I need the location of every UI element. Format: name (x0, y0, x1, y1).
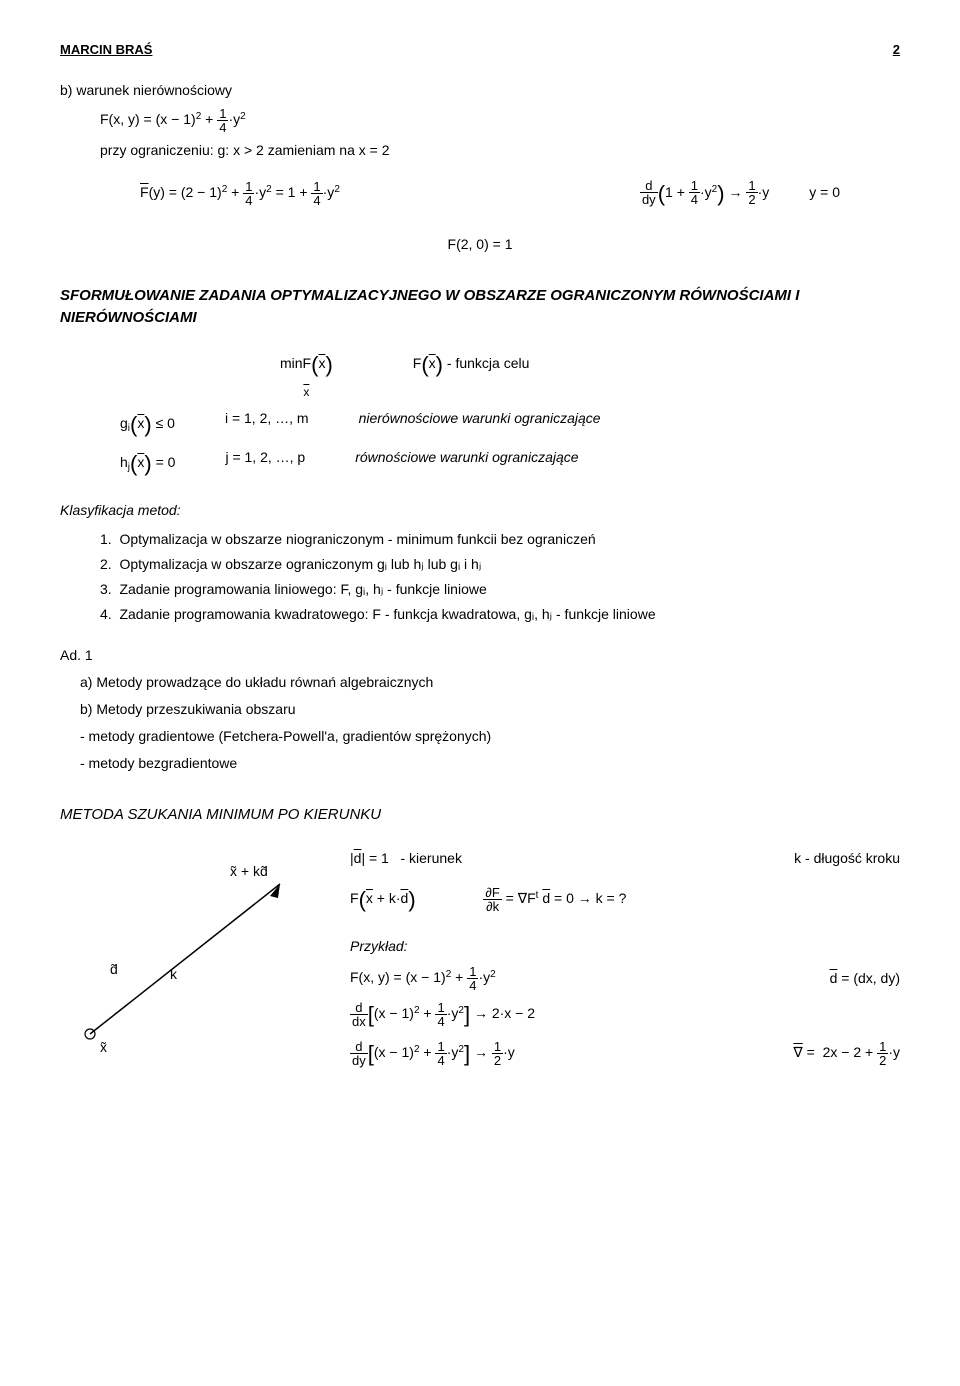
hj-col1: hj(x) = 0 (120, 447, 175, 480)
author-label: MARCIN BRAŚ (60, 40, 152, 60)
r1-right: k - długość kroku (794, 848, 900, 869)
gi-col1: gi(x) ≤ 0 (120, 408, 175, 441)
ad1-label: Ad. 1 (60, 645, 900, 666)
page-number: 2 (893, 40, 900, 60)
p-line2: ddx[(x − 1)2 + 14·y2] → 2·x − 2 (350, 998, 900, 1031)
r2-formula: F(x + k·d) ∂F∂k = ∇Ft d = 0 → k = ? (350, 883, 900, 916)
constraint-text: przy ograniczeniu: g: x > 2 zamieniam na… (100, 140, 900, 161)
hj-col3: równościowe warunki ograniczające (355, 447, 578, 480)
formula-f20: F(2, 0) = 1 (448, 236, 513, 252)
list-item: 2. Optymalizacja w obszarze ograniczonym… (100, 554, 900, 575)
direction-diagram: x̃ + kd̃ d̃ k x̃ (60, 844, 320, 1076)
minf-right: F(x) - funkcja celu (413, 348, 530, 381)
p-line1-right: d = (dx, dy) (830, 968, 900, 989)
gi-col2: i = 1, 2, …, m (225, 408, 309, 441)
klasyfikacja-title: Klasyfikacja metod: (60, 500, 900, 521)
list-item: 3. Zadanie programowania liniowego: F, g… (100, 579, 900, 600)
formula-fbar-y: F(y) = (2 − 1)2 + 14·y2 = 1 + 14·y2 (140, 180, 340, 207)
ad1-item: b) Metody przeszukiwania obszaru (80, 699, 900, 720)
minf-left: minF(x) x (280, 348, 333, 402)
svg-text:k: k (170, 966, 178, 982)
r1-left: |d| = 1 - kierunek (350, 848, 462, 869)
ad1-item: a) Metody prowadzące do układu równań al… (80, 672, 900, 693)
p-line3: ddy[(x − 1)2 + 14·y2] → 12·y (350, 1037, 515, 1070)
ad1-item: - metody bezgradientowe (80, 753, 900, 774)
przyklad-label: Przykład: (350, 936, 900, 957)
p-line1-left: F(x, y) = (x − 1)2 + 14·y2 (350, 965, 496, 992)
list-item: 1. Optymalizacja w obszarze niograniczon… (100, 529, 900, 550)
formula-fxy: F(x, y) = (x − 1)2 + 14·y2 (100, 111, 246, 127)
gi-col3: nierównościowe warunki ograniczające (359, 408, 601, 441)
section-b-label: b) warunek nierównościowy (60, 80, 900, 101)
section-title-1: SFORMUŁOWANIE ZADANIA OPTYMALIZACYJNEGO … (60, 285, 900, 330)
section-title-2: METODA SZUKANIA MINIMUM PO KIERUNKU (60, 804, 900, 827)
svg-text:x̃ + kd̃: x̃ + kd̃ (230, 863, 268, 879)
ad1-item: - metody gradientowe (Fetchera-Powell'a,… (80, 726, 900, 747)
list-item: 4. Zadanie programowania kwadratowego: F… (100, 604, 900, 625)
svg-text:x̃: x̃ (100, 1039, 107, 1054)
svg-text:d̃: d̃ (110, 961, 118, 977)
hj-col2: j = 1, 2, …, p (225, 447, 305, 480)
p-grad: ∇ = 2x − 2 + 12·y (793, 1040, 900, 1067)
formula-deriv-y: ddy(1 + 14·y2) → 12·yy = 0 (640, 177, 840, 210)
